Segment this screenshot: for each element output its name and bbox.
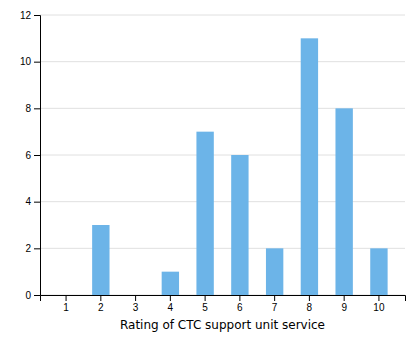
bar (335, 108, 352, 295)
x-tick-label: 1 (63, 302, 69, 313)
x-tick-label: 4 (168, 302, 174, 313)
x-tick: 8 (307, 295, 313, 313)
axis-domain (34, 16, 41, 296)
x-tick: 1 (63, 295, 69, 313)
y-tick-mark (34, 295, 40, 296)
y-tick: 0 (25, 290, 40, 301)
y-tick-label: 12 (20, 10, 32, 21)
x-tick-mark (170, 295, 171, 301)
x-tick-label: 9 (341, 302, 347, 313)
y-tick: 8 (25, 103, 40, 114)
x-tick-mark (66, 295, 67, 301)
x-tick-mark (135, 295, 136, 301)
y-tick: 6 (25, 150, 40, 161)
y-tick-mark (34, 15, 40, 16)
x-tick-label: 5 (202, 302, 208, 313)
x-tick: 5 (202, 295, 208, 313)
bar (196, 132, 213, 295)
chart-container: 12345678910024681012Rating of CTC suppor… (0, 0, 420, 337)
x-axis-title: Rating of CTC support unit service (120, 318, 325, 332)
x-tick-mark (309, 295, 310, 301)
bar (266, 248, 283, 295)
y-tick-mark (34, 108, 40, 109)
x-tick-mark (274, 295, 275, 301)
x-tick: 7 (272, 295, 278, 313)
y-tick-mark (34, 62, 40, 63)
x-tick-label: 6 (237, 302, 243, 313)
y-tick-label: 10 (20, 56, 32, 67)
bar (162, 272, 179, 295)
x-tick: 9 (341, 295, 347, 313)
y-tick: 12 (20, 10, 40, 21)
y-tick-label: 2 (25, 243, 31, 254)
axis-domain (41, 296, 406, 302)
bar (127, 295, 144, 296)
y-tick: 4 (25, 196, 40, 207)
x-tick-mark (378, 295, 379, 301)
x-tick-mark (239, 295, 240, 301)
grid (40, 15, 405, 295)
y-axis: 0 2 4 6 8 10 12 (20, 10, 41, 301)
x-tick-label: 3 (133, 302, 139, 313)
bar (57, 295, 74, 296)
y-tick-mark (34, 248, 40, 249)
y-tick-label: 0 (25, 290, 31, 301)
x-tick: 6 (237, 295, 243, 313)
grid-line (40, 15, 405, 16)
x-tick-label: 2 (98, 302, 104, 313)
y-tick: 10 (20, 56, 40, 67)
bar (231, 155, 248, 295)
x-tick-mark (344, 295, 345, 301)
y-tick-label: 4 (25, 196, 31, 207)
x-tick-label: 10 (373, 302, 385, 313)
x-tick-label: 8 (307, 302, 313, 313)
bar (370, 248, 387, 295)
bar (92, 225, 109, 295)
y-tick-mark (34, 202, 40, 203)
x-axis: 1 2 3 4 5 6 7 8 9 10 (41, 295, 406, 313)
y-tick-label: 8 (25, 103, 31, 114)
y-tick-mark (34, 155, 40, 156)
bars (92, 38, 387, 295)
x-tick: 10 (373, 295, 385, 313)
y-tick-label: 6 (25, 150, 31, 161)
x-tick-label: 7 (272, 302, 278, 313)
y-tick: 2 (25, 243, 40, 254)
grid-line (40, 61, 405, 62)
bar (301, 38, 318, 295)
x-tick-mark (205, 295, 206, 301)
chart-svg: 12345678910024681012Rating of CTC suppor… (0, 0, 420, 337)
plot-area: 12345678910024681012 (20, 10, 406, 313)
x-tick: 4 (168, 295, 174, 313)
x-tick: 3 (133, 295, 139, 313)
x-tick: 2 (98, 295, 104, 313)
x-tick-mark (100, 295, 101, 301)
